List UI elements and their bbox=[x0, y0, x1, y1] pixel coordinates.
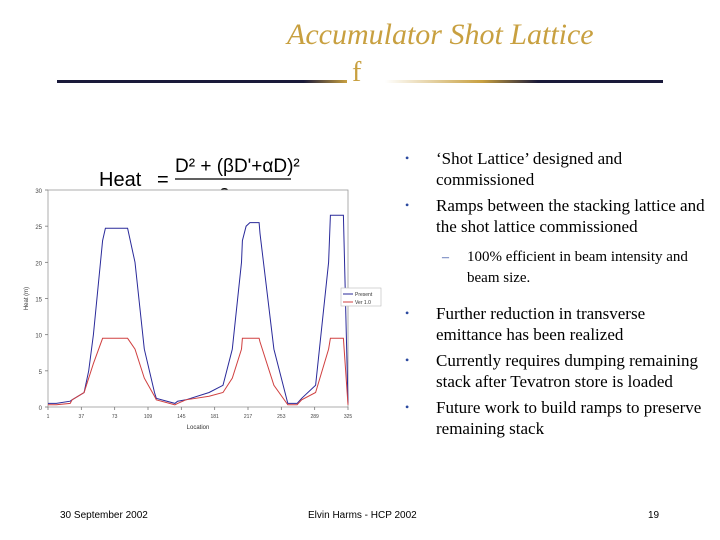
bullet-text: ‘Shot Lattice’ designed and commissioned bbox=[436, 149, 623, 189]
bullet-text: Future work to build ramps to preserve r… bbox=[436, 398, 702, 438]
dash-icon: – bbox=[442, 250, 449, 265]
slide-title: Accumulator Shot Lattice bbox=[287, 18, 594, 51]
y-axis-label: Heat (m) bbox=[24, 287, 30, 310]
x-tick-label: 37 bbox=[79, 414, 85, 420]
series-line bbox=[48, 337, 349, 406]
formula-numerator: D² + (βD'+αD)² bbox=[175, 156, 300, 177]
subtitle-glyph: f bbox=[352, 57, 362, 88]
sub-bullet-text: 100% efficient in beam intensity and bea… bbox=[467, 249, 688, 286]
x-tick-label: 73 bbox=[112, 414, 118, 420]
bullet-icon: • bbox=[405, 353, 410, 367]
y-tick-label: 15 bbox=[35, 298, 42, 304]
sub-bullet-item: – 100% efficient in beam intensity and b… bbox=[405, 247, 705, 289]
bullet-icon: • bbox=[405, 400, 410, 414]
bullet-item: • Further reduction in transverse emitta… bbox=[405, 303, 705, 345]
title-underline bbox=[57, 80, 663, 83]
footer-page-number: 19 bbox=[648, 510, 660, 521]
bullet-icon: • bbox=[405, 306, 410, 320]
formula-lhs: Heat bbox=[99, 169, 142, 191]
bullet-list: • ‘Shot Lattice’ designed and commission… bbox=[405, 148, 705, 439]
y-tick-label: 10 bbox=[35, 334, 42, 340]
bullet-icon: • bbox=[405, 151, 410, 165]
x-tick-label: 253 bbox=[277, 414, 286, 420]
x-tick-label: 1 bbox=[47, 414, 50, 420]
bullet-item: • Future work to build ramps to preserve… bbox=[405, 397, 705, 439]
y-tick-label: 30 bbox=[35, 189, 42, 195]
bullet-item: • ‘Shot Lattice’ designed and commission… bbox=[405, 148, 705, 190]
bullet-icon: • bbox=[405, 198, 410, 212]
series-line bbox=[48, 214, 349, 404]
plot-area bbox=[47, 189, 349, 408]
bullet-text: Ramps between the stacking lattice and t… bbox=[436, 196, 705, 236]
bullet-item: • Ramps between the stacking lattice and… bbox=[405, 195, 705, 237]
x-tick-label: 289 bbox=[310, 414, 319, 420]
legend-label: Present bbox=[355, 292, 373, 298]
heat-chart: 0 5 10 15 20 25 30 1 37 73 109 145 181 217 253 289 325 Lo… bbox=[24, 189, 382, 430]
y-tick-label: 0 bbox=[39, 406, 43, 412]
footer-date: 30 September 2002 bbox=[60, 510, 148, 521]
y-tick-label: 5 bbox=[39, 370, 43, 376]
bullet-text: Further reduction in transverse emittanc… bbox=[436, 304, 646, 344]
x-tick-label: 325 bbox=[344, 414, 353, 420]
x-tick-label: 145 bbox=[177, 414, 186, 420]
bullet-text: Currently requires dumping remaining sta… bbox=[436, 351, 699, 391]
y-tick-label: 25 bbox=[35, 225, 42, 231]
bullet-item: • Currently requires dumping remaining s… bbox=[405, 350, 705, 392]
x-tick-label: 217 bbox=[244, 414, 253, 420]
x-tick-label: 109 bbox=[144, 414, 153, 420]
legend-label: Ver 1.0 bbox=[355, 300, 371, 306]
footer-author: Elvin Harms - HCP 2002 bbox=[308, 510, 417, 521]
x-tick-label: 181 bbox=[210, 414, 219, 420]
formula-eq: = bbox=[157, 169, 169, 191]
x-axis-label: Location bbox=[187, 425, 210, 430]
y-tick-label: 20 bbox=[35, 261, 42, 267]
